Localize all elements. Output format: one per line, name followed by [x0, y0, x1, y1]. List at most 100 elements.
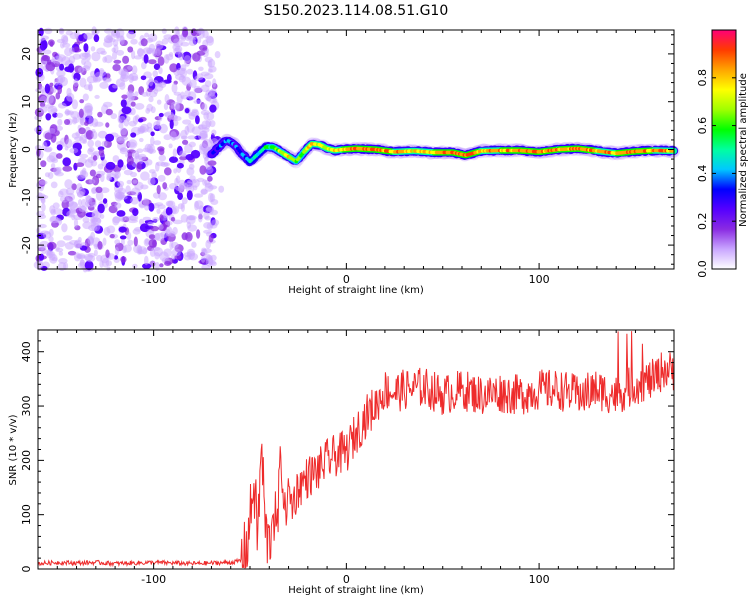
chart-title: S150.2023.114.08.51.G10: [264, 3, 449, 19]
noise-speckle: [182, 119, 192, 125]
noise-speckle: [105, 73, 111, 79]
noise-speckle: [97, 130, 108, 139]
noise-speckle: [40, 230, 50, 235]
noise-speckle: [163, 102, 169, 110]
noise-speckle: [76, 191, 85, 198]
y-tick-label: 20: [20, 47, 33, 61]
noise-speckle: [148, 234, 156, 240]
noise-speckle: [104, 35, 114, 44]
noise-speckle: [167, 200, 176, 209]
noise-speckle: [52, 51, 58, 58]
noise-speckle: [189, 79, 197, 88]
colorbar-label: Normalized spectral amplitude: [738, 73, 749, 227]
noise-speckle: [75, 162, 85, 167]
noise-speckle: [84, 260, 94, 271]
spectrogram-y-axis-label: Frequency (Hz): [8, 112, 19, 188]
noise-speckle: [82, 217, 90, 223]
noise-speckle: [157, 146, 165, 152]
noise-speckle: [168, 143, 173, 149]
noise-speckle: [211, 129, 217, 136]
noise-speckle: [35, 67, 44, 78]
noise-speckle: [47, 172, 54, 179]
noise-speckle: [186, 215, 196, 221]
noise-speckle: [143, 54, 149, 64]
noise-speckle: [61, 56, 71, 66]
noise-speckle: [79, 99, 85, 104]
noise-speckle: [146, 37, 154, 43]
noise-speckle: [155, 48, 161, 57]
noise-speckle: [89, 169, 96, 177]
noise-speckle: [165, 206, 173, 216]
x-tick-label: -100: [141, 573, 166, 586]
noise-speckle: [58, 251, 64, 256]
spectrogram-y-ticks: -20 -10 0 10 20: [20, 34, 674, 265]
noise-speckle: [83, 43, 89, 53]
noise-speckle: [87, 139, 94, 148]
noise-speckle: [184, 143, 193, 154]
noise-speckle: [78, 127, 86, 135]
noise-speckle: [136, 245, 143, 255]
noise-speckle: [71, 99, 78, 110]
noise-speckle: [165, 226, 173, 236]
noise-speckle: [190, 149, 201, 159]
noise-speckle: [118, 115, 126, 124]
colorbar-tick-label: 0.2: [696, 212, 709, 230]
noise-speckle: [65, 192, 75, 202]
noise-speckle: [55, 218, 61, 223]
noise-speckle: [142, 263, 152, 269]
noise-speckle: [66, 87, 72, 98]
noise-speckle: [50, 163, 56, 169]
noise-speckle: [206, 112, 215, 121]
noise-speckle: [56, 69, 66, 78]
noise-speckle: [157, 224, 164, 230]
noise-speckle: [82, 65, 91, 72]
noise-speckle: [102, 237, 107, 246]
noise-speckle: [156, 99, 162, 105]
colorbar-ticks: 0.0 0.2 0.4 0.6 0.8: [696, 29, 737, 278]
noise-speckle: [65, 138, 73, 149]
noise-speckle: [176, 162, 184, 169]
noise-speckle: [189, 175, 196, 181]
noise-speckle: [159, 81, 167, 88]
noise-speckle: [126, 179, 132, 185]
noise-speckle: [81, 58, 86, 65]
noise-speckle: [186, 68, 194, 75]
noise-speckle: [82, 93, 89, 101]
noise-speckle: [45, 113, 52, 121]
noise-speckle: [169, 63, 178, 73]
noise-speckle: [193, 85, 202, 94]
noise-speckle: [114, 202, 122, 209]
noise-speckle: [154, 202, 164, 207]
noise-speckle: [102, 101, 113, 108]
noise-speckle: [140, 38, 148, 47]
noise-speckle: [131, 65, 138, 75]
noise-speckle: [187, 135, 197, 140]
noise-speckle: [144, 32, 150, 38]
noise-speckle: [202, 138, 212, 149]
noise-speckle: [168, 114, 178, 120]
snr-x-axis-label: Height of straight line (km): [288, 585, 424, 596]
noise-speckle: [48, 236, 54, 243]
spectrogram-noise-region: [33, 26, 225, 273]
noise-speckle: [71, 183, 77, 191]
snr-series-line: [37, 331, 674, 569]
noise-speckle: [94, 94, 100, 99]
noise-speckle: [125, 185, 131, 195]
noise-speckle: [78, 243, 83, 249]
noise-speckle: [210, 254, 217, 261]
noise-speckle: [51, 158, 59, 164]
noise-speckle: [173, 38, 180, 45]
noise-speckle: [112, 39, 119, 47]
snr-y-axis-label: SNR (10 * v/v): [8, 414, 19, 485]
noise-speckle: [179, 150, 187, 157]
noise-speckle: [119, 147, 129, 155]
noise-speckle: [196, 73, 204, 81]
noise-speckle: [118, 194, 128, 200]
noise-speckle: [177, 184, 184, 193]
noise-speckle: [86, 108, 93, 117]
noise-speckle: [201, 120, 211, 130]
noise-speckle: [88, 84, 93, 92]
noise-speckle: [198, 44, 208, 51]
noise-speckle: [159, 214, 164, 222]
noise-speckle: [169, 240, 174, 250]
